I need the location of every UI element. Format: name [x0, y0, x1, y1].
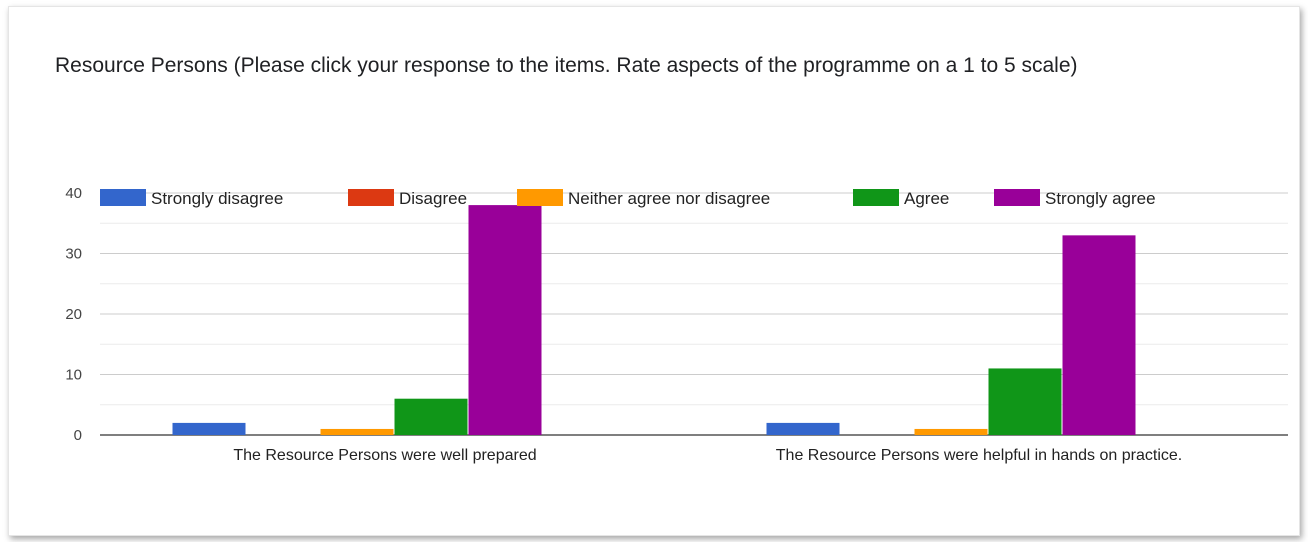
- y-tick-label: 20: [65, 306, 82, 323]
- x-axis-labels: The Resource Persons were well prepared T…: [233, 447, 1182, 464]
- bar-agree: [988, 368, 1062, 435]
- legend-label: Strongly agree: [1045, 189, 1156, 208]
- bar-strongly-agree: [1062, 235, 1136, 435]
- y-tick-label: 30: [65, 246, 82, 263]
- bar-neither-agree-nor-disagree: [320, 428, 394, 435]
- y-tick-label: 0: [74, 427, 82, 444]
- bar-strongly-agree: [468, 205, 542, 435]
- legend-swatch: [853, 189, 899, 206]
- bar-strongly-disagree: [172, 422, 246, 435]
- legend-swatch: [517, 189, 563, 206]
- legend-label: Agree: [904, 189, 949, 208]
- bar-agree: [394, 398, 468, 435]
- x-category-label: The Resource Persons were well prepared: [233, 447, 536, 464]
- legend-label: Strongly disagree: [151, 189, 283, 208]
- y-tick-label: 40: [65, 185, 82, 202]
- x-category-label: The Resource Persons were helpful in han…: [776, 447, 1182, 464]
- legend-swatch: [994, 189, 1040, 206]
- legend-swatch: [348, 189, 394, 206]
- bar-neither-agree-nor-disagree: [914, 428, 988, 435]
- bar-strongly-disagree: [766, 422, 840, 435]
- bars: [172, 205, 1136, 435]
- y-tick-label: 10: [65, 367, 82, 384]
- legend-label: Neither agree nor disagree: [568, 189, 770, 208]
- chart-title: Resource Persons (Please click your resp…: [55, 54, 1078, 77]
- y-axis-ticks: 0 10 20 30 40: [65, 185, 82, 444]
- legend-label: Disagree: [399, 189, 467, 208]
- legend-swatch: [100, 189, 146, 206]
- legend: Strongly disagree Disagree Neither agree n…: [100, 189, 1156, 208]
